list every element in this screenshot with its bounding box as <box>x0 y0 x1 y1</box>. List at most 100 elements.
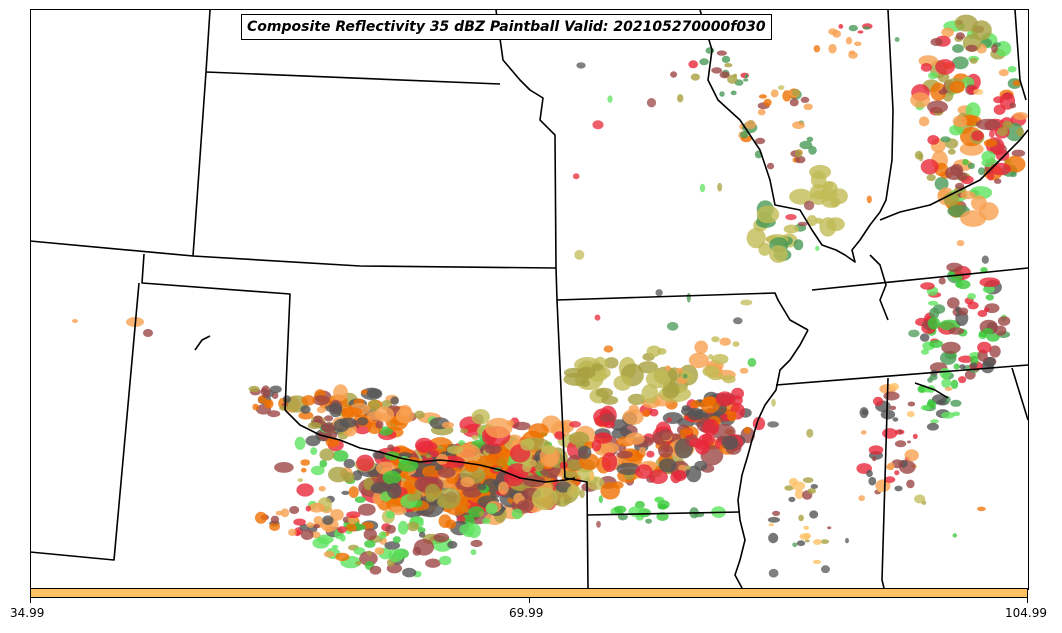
reflectivity-blob <box>758 94 768 99</box>
reflectivity-blob <box>616 450 633 459</box>
reflectivity-blob <box>645 369 671 389</box>
reflectivity-blob <box>969 57 978 64</box>
reflectivity-blob <box>952 44 964 53</box>
reflectivity-blob <box>995 149 1010 161</box>
colorbar-tick-min <box>30 598 31 603</box>
reflectivity-blob <box>690 400 701 409</box>
reflectivity-blob <box>395 408 415 424</box>
reflectivity-blob <box>685 465 691 470</box>
reflectivity-blob <box>282 395 291 404</box>
reflectivity-blob <box>402 567 417 578</box>
reflectivity-blob <box>798 514 804 522</box>
reflectivity-blob <box>382 470 401 485</box>
reflectivity-blob <box>935 59 955 75</box>
reflectivity-blob <box>541 444 556 455</box>
reflectivity-blob <box>978 167 986 176</box>
border-oklahoma-panhandle <box>141 253 291 411</box>
reflectivity-blob <box>794 489 804 500</box>
reflectivity-blob <box>332 450 349 462</box>
border-new-mexico-east <box>29 282 140 561</box>
reflectivity-blob <box>743 426 751 434</box>
reflectivity-blob <box>600 413 616 423</box>
reflectivity-blob <box>638 361 658 374</box>
reflectivity-blob <box>918 116 930 127</box>
reflectivity-blob <box>678 464 687 472</box>
reflectivity-blob <box>883 391 900 401</box>
reflectivity-blob <box>744 120 756 130</box>
border-kansas-oklahoma-north <box>29 240 557 269</box>
reflectivity-blob <box>952 533 958 538</box>
reflectivity-blob <box>941 27 954 38</box>
reflectivity-blob <box>721 435 739 450</box>
reflectivity-blob <box>415 437 434 454</box>
reflectivity-blob <box>305 505 311 512</box>
reflectivity-blob <box>603 345 614 353</box>
reflectivity-blob <box>646 345 662 357</box>
reflectivity-blob <box>370 482 391 494</box>
reflectivity-blob <box>324 415 334 422</box>
reflectivity-blob <box>324 522 333 533</box>
reflectivity-blob <box>667 321 679 331</box>
reflectivity-blob <box>727 74 738 84</box>
reflectivity-blob <box>341 490 350 495</box>
reflectivity-blob <box>744 74 749 79</box>
reflectivity-blob <box>730 90 737 96</box>
reflectivity-blob <box>460 476 475 488</box>
reflectivity-blob <box>269 522 280 531</box>
reflectivity-blob <box>845 537 849 544</box>
reflectivity-blob <box>854 41 862 47</box>
reflectivity-blob <box>319 459 328 468</box>
reflectivity-blob <box>894 440 907 448</box>
reflectivity-blob <box>522 461 532 473</box>
reflectivity-blob <box>926 422 939 431</box>
reflectivity-blob <box>818 188 838 201</box>
reflectivity-blob <box>1012 80 1021 87</box>
reflectivity-blob <box>702 418 720 436</box>
reflectivity-blob <box>520 438 535 451</box>
reflectivity-blob <box>830 199 839 208</box>
reflectivity-blob <box>989 130 995 138</box>
reflectivity-blob <box>666 417 672 423</box>
reflectivity-blob <box>945 166 963 181</box>
reflectivity-blob <box>594 314 601 321</box>
reflectivity-blob <box>868 476 877 486</box>
reflectivity-blob <box>809 164 832 180</box>
reflectivity-blob <box>398 459 419 472</box>
reflectivity-blob <box>471 434 480 440</box>
reflectivity-blob <box>949 81 965 93</box>
reflectivity-blobs <box>72 14 1028 578</box>
reflectivity-blob <box>392 536 401 544</box>
reflectivity-blob <box>662 381 680 399</box>
reflectivity-blob <box>366 550 373 556</box>
reflectivity-blob <box>437 467 456 478</box>
reflectivity-blob <box>938 89 948 95</box>
reflectivity-blob <box>763 98 772 107</box>
reflectivity-blob <box>424 483 441 501</box>
reflectivity-blob <box>554 431 565 440</box>
reflectivity-blob <box>569 421 581 428</box>
reflectivity-blob <box>270 515 280 524</box>
reflectivity-blob <box>323 550 335 558</box>
border-georgia <box>1011 367 1029 421</box>
reflectivity-blob <box>771 398 776 407</box>
reflectivity-blob <box>511 508 523 520</box>
reflectivity-blob <box>739 131 749 139</box>
reflectivity-blob <box>967 162 976 169</box>
reflectivity-blob <box>907 401 916 407</box>
reflectivity-blob <box>577 366 596 379</box>
reflectivity-blob <box>959 307 969 316</box>
reflectivity-blob <box>591 363 604 372</box>
reflectivity-blob <box>828 43 837 54</box>
reflectivity-blob <box>808 145 817 155</box>
reflectivity-blob <box>589 471 595 482</box>
reflectivity-blob <box>280 508 290 518</box>
reflectivity-blob <box>985 294 994 301</box>
reflectivity-blob <box>293 518 306 526</box>
reflectivity-blob <box>789 188 813 205</box>
reflectivity-blob <box>919 333 930 342</box>
reflectivity-blob <box>983 139 998 148</box>
reflectivity-blob <box>312 395 330 406</box>
reflectivity-blob <box>719 337 731 346</box>
reflectivity-blob <box>803 200 815 211</box>
reflectivity-blob <box>994 178 1002 184</box>
